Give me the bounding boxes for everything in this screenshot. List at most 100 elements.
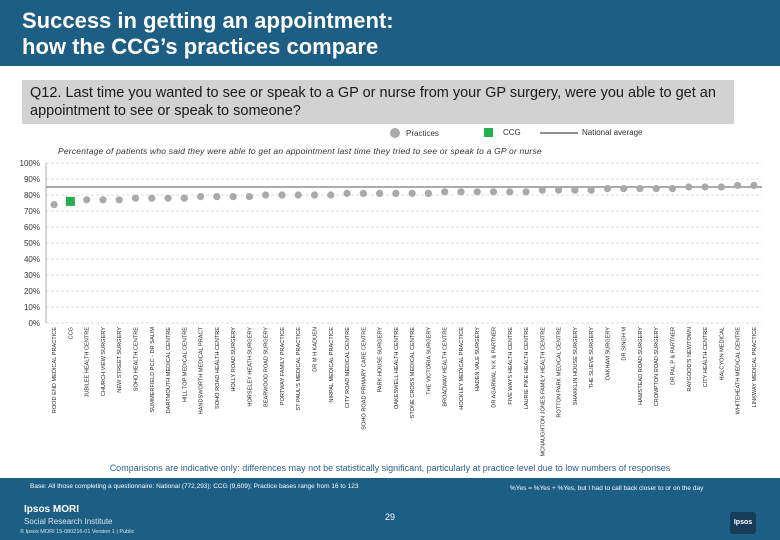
x-category-label: THE SLIEVE SURGERY	[589, 327, 595, 389]
key-note: %Yes = %Yes + %Yes, but I had to call ba…	[510, 485, 704, 492]
x-category-label: DR PAL P & PARTNER	[671, 327, 677, 385]
practice-point	[587, 186, 595, 194]
x-category-label: SUMMERFIELD PCC - DR SALIM	[150, 327, 156, 413]
practice-point	[131, 194, 140, 202]
x-category-label: WHITEHEATH MEDICAL CENTRE	[736, 327, 742, 415]
practice-point	[571, 186, 579, 194]
x-category-label: ROTTON PARK MEDICAL CENTRE	[557, 327, 563, 418]
x-category-label: DR SINGH M	[622, 327, 628, 361]
practice-point	[489, 188, 498, 196]
scatter-chart: 0% 10% 20% 30% 40% 50% 60% 70% 80% 90% 100% ROOD EN…	[20, 159, 762, 457]
x-category-label: SOHO HEALTH CENTRE	[134, 327, 140, 392]
ipsos-logo-icon: Ipsos	[730, 512, 756, 534]
practice-point	[229, 193, 237, 201]
practice-point	[603, 185, 612, 193]
x-category-label: PORTWAY FAMILY PRACTICE	[280, 327, 286, 405]
chart-legend: Practices CCG National average	[380, 128, 700, 142]
x-category-label: CITY ROAD MEDICAL CENTRE	[345, 327, 351, 408]
x-category-label: BROADWAY HEALTH CENTRE	[443, 327, 449, 407]
y-tick-label: 70%	[24, 207, 40, 216]
practice-point	[262, 191, 270, 199]
national-line-icon	[540, 131, 578, 134]
ccg-point	[65, 196, 75, 206]
x-category-label: CCG	[68, 327, 74, 339]
x-category-label: DARTMOUTH MEDICAL CENTRE	[166, 327, 172, 414]
brand-subtitle: Social Research Institute	[24, 517, 113, 526]
y-tick-label: 40%	[24, 255, 40, 264]
practice-point	[441, 188, 449, 196]
x-category-label: PARK HOUSE SURGERY	[378, 327, 384, 393]
practice-marker-icon	[390, 128, 400, 138]
practice-point	[196, 193, 205, 201]
y-tick-label: 60%	[24, 223, 40, 232]
practice-point	[554, 186, 563, 194]
x-category-label: HORSELEY HEATH SURGERY	[247, 327, 253, 407]
x-category-label: LAURIE PIKE HEALTH CENTRE	[524, 327, 530, 410]
legend-national: National average	[540, 128, 642, 137]
practice-point	[213, 193, 221, 201]
legend-ccg-label: CCG	[503, 128, 521, 137]
x-category-label: CHURCH VIEW SURGERY	[101, 327, 107, 396]
legend-national-label: National average	[582, 128, 643, 137]
practice-point	[148, 194, 156, 202]
practice-point	[506, 188, 514, 196]
practice-point	[310, 191, 319, 199]
practice-point	[359, 189, 367, 197]
x-category-label: ST PAUL'S MEDICAL PRACTICE	[296, 327, 302, 411]
practice-point	[620, 185, 628, 193]
practice-point	[668, 185, 677, 193]
practice-point	[717, 183, 725, 191]
x-category-label: CROMPTON ROAD SURGERY	[654, 327, 660, 407]
practice-point	[99, 196, 107, 204]
practice-point	[375, 189, 384, 197]
practice-point	[636, 185, 644, 193]
y-tick-label: 80%	[24, 191, 40, 200]
x-category-label: BEARWOOD ROAD SURGERY	[264, 327, 270, 407]
question-text: Q12. Last time you wanted to see or spea…	[30, 85, 716, 119]
x-category-label: HILL TOP MEDICAL CENTRE	[182, 327, 188, 402]
x-category-label: STONE CROSS MEDICAL CENTRE	[410, 327, 416, 419]
x-category-label: CITY HEALTH CENTRE	[703, 327, 709, 388]
y-tick-label: 90%	[24, 175, 40, 184]
x-category-label: HOLLY ROAD SURGERY	[231, 327, 237, 392]
x-category-label: HAMSTEAD ROAD SURGERY	[638, 327, 644, 405]
practice-point	[685, 183, 693, 191]
y-tick-label: 30%	[24, 271, 40, 280]
x-category-label: MCNAUGHTON JONES FAMILY HEALTH CENTRE	[540, 327, 546, 457]
x-category-label: THE VICTORIA SURGERY	[426, 327, 432, 395]
practice-point	[327, 191, 335, 199]
header-bar	[0, 0, 780, 66]
practice-point	[424, 189, 433, 197]
x-category-label: SOHO ROAD HEALTH CENTRE	[215, 327, 221, 409]
practice-point	[180, 194, 188, 202]
y-tick-label: 0%	[28, 319, 40, 328]
practice-point	[115, 196, 123, 204]
x-category-label: HOCKLEY MEDICAL PRACTICE	[459, 327, 465, 410]
chart-subtitle: Percentage of patients who said they wer…	[58, 146, 542, 156]
x-category-label: OAKHAM SURGERY	[605, 327, 611, 381]
practice-point	[538, 186, 546, 194]
practice-point	[701, 183, 709, 191]
ccg-marker-icon	[484, 128, 493, 137]
practice-point	[245, 193, 254, 201]
y-tick-label: 100%	[20, 159, 40, 168]
practice-point	[522, 188, 530, 196]
x-category-label: FIVE WAYS HEALTH CENTRE	[508, 327, 514, 405]
practice-point	[278, 191, 286, 199]
x-category-label: HADEN VALE SURGERY	[475, 327, 481, 391]
x-category-label: RAYGOOD'S NEWTOWN	[687, 327, 693, 392]
x-category-label: SOHO ROAD PRIMARY CARE CENTRE	[361, 327, 367, 430]
comparison-note: Comparisons are indicative only: differe…	[109, 463, 671, 473]
question-box	[22, 80, 734, 124]
practice-point	[343, 189, 351, 197]
practice-point	[50, 201, 58, 209]
practice-point	[733, 181, 742, 189]
practice-point	[392, 189, 400, 197]
practice-point	[473, 188, 481, 196]
page-number: 29	[385, 512, 396, 522]
footer-bar	[0, 478, 780, 540]
practice-point	[457, 188, 465, 196]
y-tick-label: 10%	[24, 303, 40, 312]
x-category-label: SHAKKLIN HOUSE SURGERY	[573, 327, 579, 405]
practice-point	[294, 191, 302, 199]
